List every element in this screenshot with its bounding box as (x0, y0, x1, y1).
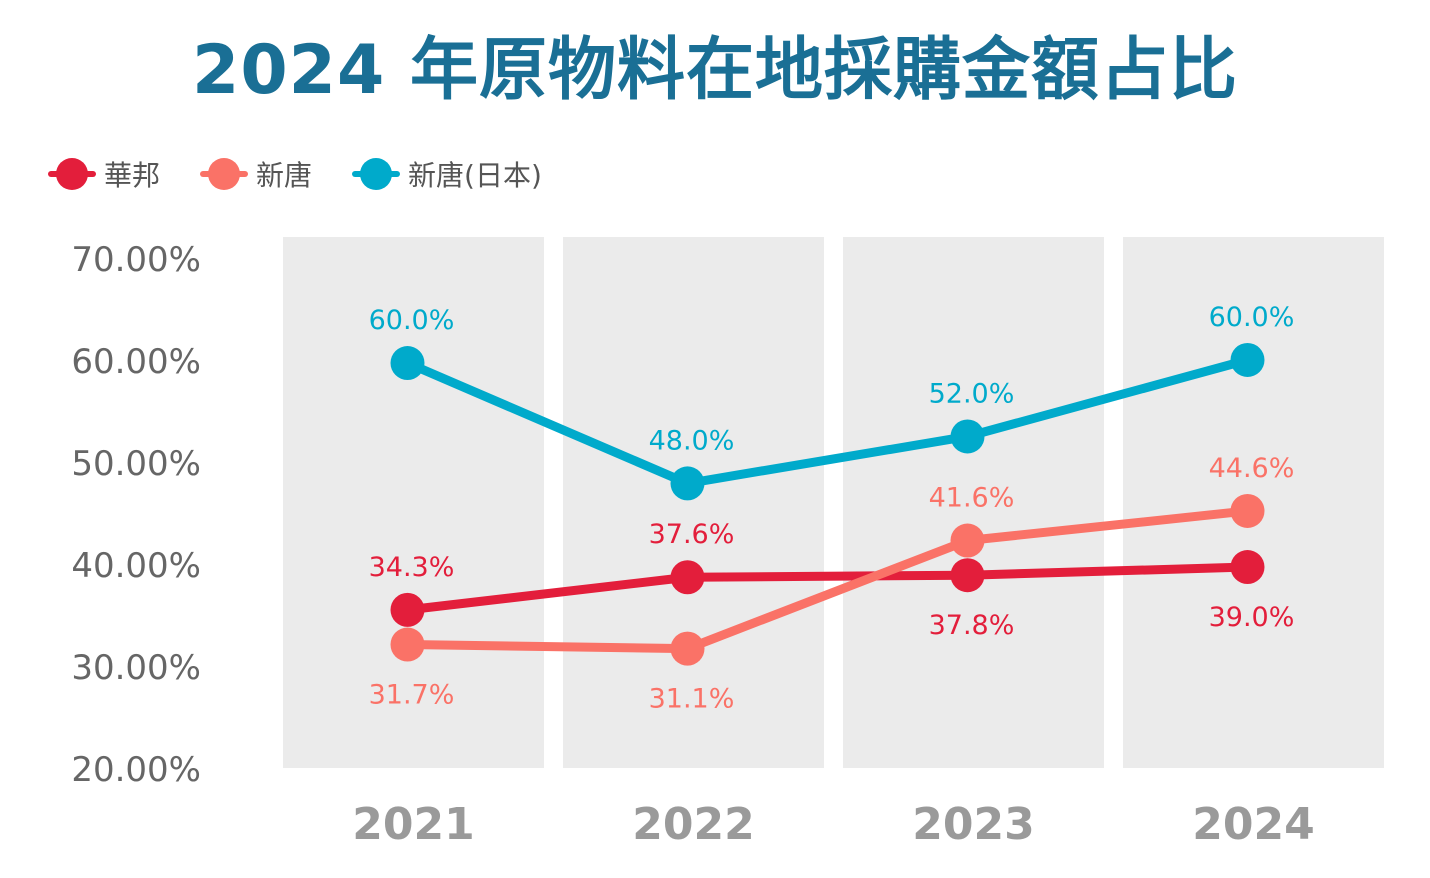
category-band (563, 237, 824, 768)
category-band (283, 237, 544, 768)
legend: 華邦 新唐 新唐(日本) (48, 152, 582, 196)
data-label: 31.7% (369, 680, 455, 711)
y-axis: 20.00% 30.00% 40.00% 50.00% 60.00% 70.00% (71, 240, 201, 790)
x-tick-label: 2024 (1192, 799, 1314, 850)
data-point[interactable] (670, 466, 705, 501)
y-tick-label: 70.00% (71, 240, 201, 280)
data-label: 52.0% (929, 378, 1015, 409)
x-tick-label: 2022 (632, 799, 754, 850)
data-point[interactable] (1230, 342, 1265, 377)
legend-marker-xintang (200, 154, 249, 194)
data-label: 60.0% (1209, 302, 1295, 333)
legend-label: 華邦 (104, 159, 161, 192)
y-tick-label: 60.00% (71, 342, 201, 382)
legend-dot (208, 158, 241, 190)
legend-marker-huabang (48, 154, 96, 194)
legend-item-xintang-japan[interactable]: 新唐(日本) (352, 154, 542, 194)
legend-item-xintang[interactable]: 新唐 (200, 154, 312, 194)
series-group (390, 342, 1265, 666)
data-label: 48.0% (649, 425, 735, 456)
y-tick-label: 50.00% (71, 444, 201, 484)
x-tick-label: 2021 (352, 799, 474, 850)
legend-label: 新唐 (256, 159, 313, 192)
data-point[interactable] (670, 631, 705, 666)
data-point[interactable] (950, 419, 985, 454)
data-label: 31.1% (649, 684, 735, 715)
y-tick-label: 20.00% (71, 750, 201, 790)
data-label: 41.6% (929, 483, 1015, 514)
data-point[interactable] (1230, 550, 1265, 585)
series-line (403, 562, 1252, 615)
legend-dot (56, 158, 88, 190)
category-bands (283, 237, 1384, 768)
y-tick-label: 40.00% (71, 546, 201, 586)
x-tick-label: 2023 (912, 799, 1034, 850)
data-label: 44.6% (1209, 453, 1295, 484)
data-label: 37.8% (929, 610, 1015, 641)
data-label: 34.3% (369, 552, 455, 583)
legend-label: 新唐(日本) (408, 159, 542, 192)
x-axis: 2021 2022 2023 2024 (352, 799, 1314, 850)
series-line (403, 355, 1252, 488)
y-tick-label: 30.00% (71, 648, 201, 688)
series-line (403, 506, 1252, 654)
data-point[interactable] (390, 627, 425, 662)
data-point[interactable] (390, 592, 425, 627)
legend-dot (360, 158, 393, 190)
legend-marker-xintang-japan (352, 154, 401, 194)
data-point[interactable] (1230, 493, 1265, 528)
data-point[interactable] (950, 523, 985, 558)
data-label: 39.0% (1209, 602, 1295, 633)
category-band (843, 237, 1104, 768)
data-label: 60.0% (369, 305, 455, 336)
data-point[interactable] (390, 346, 425, 381)
data-point[interactable] (670, 560, 705, 595)
legend-item-huabang[interactable]: 華邦 (48, 154, 160, 194)
data-point[interactable] (950, 558, 985, 593)
data-labels: 34.3% 37.6% 37.8% 39.0% 31.7% 31.1% 41.6% 44.6%… (369, 302, 1295, 715)
chart-title: 2024 年原物料在地採購金額占比 (192, 31, 1238, 110)
data-label: 37.6% (649, 519, 735, 550)
